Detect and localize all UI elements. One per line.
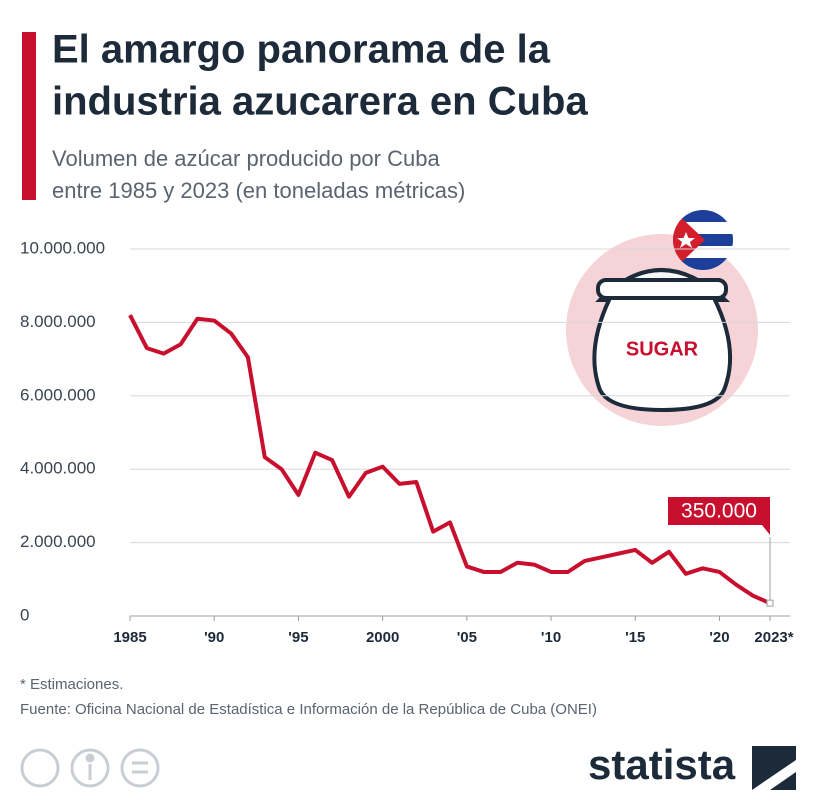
chart-title: El amargo panorama de la [52,28,551,72]
y-tick-label: 10.000.000 [20,238,105,257]
x-tick-label: '10 [541,629,561,646]
source: Fuente: Oficina Nacional de Estadística … [20,701,597,718]
y-tick-label: 0 [20,605,29,624]
y-tick-label: 2.000.000 [20,532,96,551]
x-tick-label: '05 [457,629,477,646]
brand: statista [588,741,736,788]
data-line [128,314,771,605]
x-tick-label: 2023* [754,629,793,646]
chart-title: industria azucarera en Cuba [52,80,588,124]
subtitle: entre 1985 y 2023 (en toneladas métricas… [52,178,465,203]
license-icons [20,748,160,788]
value-label-box [668,497,770,535]
value-label: 350.000 [681,500,757,523]
x-tick-label: '90 [204,629,224,646]
x-tick-label: 2000 [366,629,399,646]
y-tick-label: 8.000.000 [20,312,96,331]
subtitle: Volumen de azúcar producido por Cuba [52,146,440,171]
y-tick-label: 6.000.000 [20,385,96,404]
x-tick-label: '15 [625,629,645,646]
x-tick-label: '20 [709,629,729,646]
accent-bar [22,32,36,200]
footnote: * Estimaciones. [20,676,123,693]
x-tick-label: '95 [288,629,308,646]
x-tick-label: 1985 [113,629,146,646]
illustration: SUGAR [566,210,758,426]
y-tick-label: 4.000.000 [20,459,96,478]
brand-icon [752,746,796,790]
illustration-label: SUGAR [626,338,699,360]
end-marker [766,599,774,607]
